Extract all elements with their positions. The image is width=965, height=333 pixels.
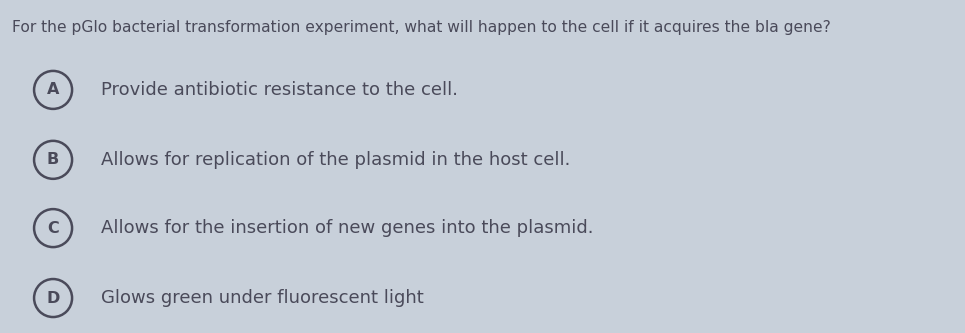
Text: Glows green under fluorescent light: Glows green under fluorescent light xyxy=(101,289,424,307)
Text: C: C xyxy=(47,220,59,236)
Text: For the pGlo bacterial transformation experiment, what will happen to the cell i: For the pGlo bacterial transformation ex… xyxy=(12,20,831,35)
Text: Allows for the insertion of new genes into the plasmid.: Allows for the insertion of new genes in… xyxy=(101,219,593,237)
Text: Allows for replication of the plasmid in the host cell.: Allows for replication of the plasmid in… xyxy=(101,151,570,169)
Text: A: A xyxy=(47,82,59,98)
Text: Provide antibiotic resistance to the cell.: Provide antibiotic resistance to the cel… xyxy=(101,81,458,99)
Text: D: D xyxy=(46,290,60,306)
Text: B: B xyxy=(47,152,59,167)
